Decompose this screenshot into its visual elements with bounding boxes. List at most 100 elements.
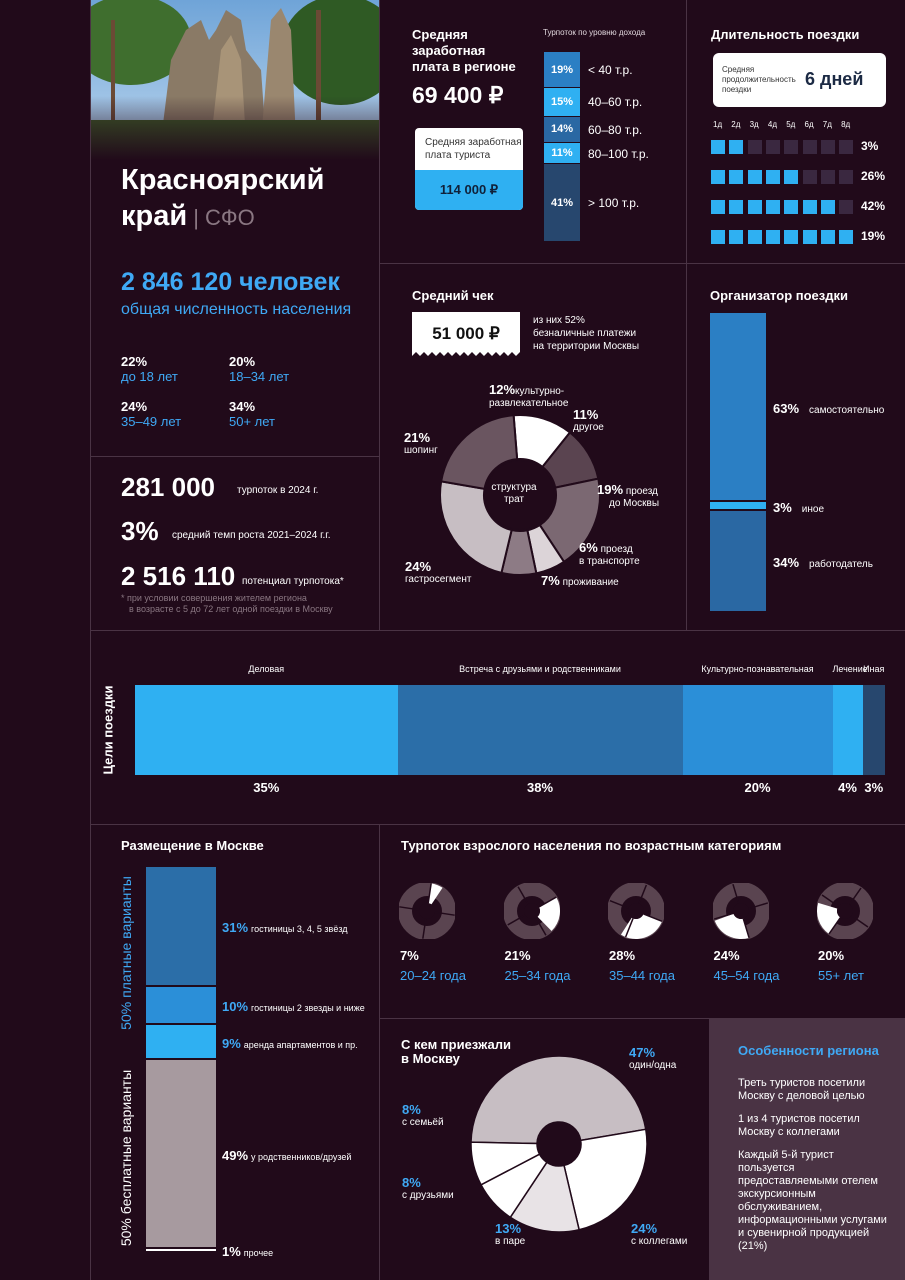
day-cell	[784, 200, 799, 214]
lodging-labels: 31% гостиницы 3, 4, 5 звёзд 10% гостиницы 2…	[222, 867, 377, 1259]
lodging-label: 10% гостиницы 2 звезды и ниже	[222, 998, 365, 1016]
age-flow-label: 55+ лет	[818, 968, 865, 983]
comp-label-alone: 47% один/одна	[629, 1045, 677, 1071]
age-pct: 34%	[229, 399, 256, 414]
lodging-label: 9% аренда апартаментов и пр.	[222, 1035, 358, 1053]
organizer-pct: 63%	[773, 400, 800, 416]
avg-label-line2: продолжительность	[722, 75, 796, 84]
goal-pct: 4%	[838, 780, 857, 795]
duration-title: Длительность поездки	[711, 27, 860, 42]
age-flow-pct: 7%	[400, 948, 419, 963]
comp-label-friends: 8% с друзьями	[402, 1175, 454, 1201]
age-flow-title: Турпоток взрослого населения по возрастн…	[401, 838, 782, 853]
companions-donut	[470, 1055, 648, 1233]
check-label-transport: 6% проезд в транспорте	[579, 540, 640, 567]
region-name-line2: край	[121, 200, 188, 232]
footnote-line2: в возрасте с 5 до 72 лет одной поездки в…	[129, 604, 333, 615]
income-segment: 19%	[544, 52, 580, 88]
age-label: до 18 лет	[121, 369, 178, 384]
day-cell	[802, 170, 817, 184]
divider-h1	[380, 263, 905, 264]
age-flow-pct: 28%	[609, 948, 636, 963]
income-bars: 19% 15% 14% 11% 41%	[544, 52, 580, 242]
day-cell	[747, 140, 762, 154]
tourist-salary-value: 114 000 ₽	[415, 170, 523, 210]
growth-value: 3%	[121, 516, 159, 546]
comp-label-family: 8% с семьёй	[402, 1102, 444, 1128]
organizer-name: иное	[801, 503, 825, 515]
goal-segment	[135, 685, 398, 775]
age-flow-label: 20–24 года	[400, 968, 466, 983]
day-cell	[784, 230, 799, 244]
goal-name: Культурно-познавательная	[701, 664, 814, 674]
age-flow-label: 45–54 года	[713, 968, 780, 983]
lodging-name: гостиницы 2 звезды и ниже	[251, 1002, 365, 1013]
divider-h4	[90, 824, 905, 825]
lodging-segment	[146, 986, 216, 1024]
population-label: общая численность населения	[121, 301, 352, 318]
lodging-name: аренда апартаментов и пр.	[243, 1039, 358, 1050]
day-label: 8д	[841, 120, 851, 129]
lodging-pct: 10%	[222, 998, 249, 1014]
turnover-label: турпоток в 2024 г.	[237, 485, 319, 496]
goal-pct: 38%	[526, 780, 554, 795]
feature-item: Треть туристов посетили Москву с деловой…	[738, 1077, 866, 1102]
day-cell	[784, 140, 799, 154]
day-label: 5д	[786, 120, 796, 129]
left-border	[90, 0, 91, 1280]
day-cell	[820, 170, 835, 184]
features-panel: Особенности региона Треть туристов посет…	[709, 1019, 905, 1280]
income-label: < 40 т.р.	[588, 63, 633, 78]
divider-h2	[90, 456, 380, 457]
organizer-pct: 34%	[773, 555, 800, 570]
age-mini-donut	[503, 883, 560, 939]
goals-pcts: 35% 38% 20% 4% 3%	[135, 780, 885, 798]
check-label-other: 11% другое	[573, 407, 604, 433]
divider-v3	[379, 824, 380, 1280]
day-cell	[802, 230, 817, 244]
spending-slice	[439, 480, 513, 575]
lodging-name: прочее	[243, 1248, 274, 1259]
check-label-lodging: 7% проживание	[541, 573, 619, 588]
day-cell	[711, 230, 725, 244]
check-label-shopping: 21% шопинг	[404, 430, 438, 456]
duration-pct: 19%	[861, 229, 886, 243]
day-cell	[820, 230, 835, 244]
salary-title-line3: плата в регионе	[412, 59, 516, 74]
day-cell	[839, 200, 854, 214]
goal-pct: 35%	[253, 780, 280, 795]
check-note-line1: из них 52%	[533, 315, 585, 326]
divider-h5	[380, 1018, 905, 1019]
check-note-line2: безналичные платежи	[533, 328, 637, 339]
salary-title-line1: Средняя	[412, 27, 468, 42]
goal-name: Лечение	[832, 664, 868, 674]
day-cell	[765, 140, 780, 154]
goal-pct: 20%	[744, 780, 771, 795]
lodging-paid-label: 50% платные варианты	[118, 876, 134, 1030]
goal-segment	[397, 685, 683, 775]
avg-label-line1: Средняя	[722, 65, 755, 74]
age-flow-pct: 24%	[713, 948, 740, 963]
lodging-label: 1% прочее	[222, 1243, 273, 1261]
tourist-salary-label-line1: Средняя заработная	[425, 137, 522, 148]
duration-card: Средняя продолжительность поездки 6 дней	[713, 53, 886, 107]
spending-donut	[439, 414, 601, 576]
lodging-segment	[146, 1025, 216, 1058]
comp-label-couple: 13% в паре	[495, 1221, 526, 1247]
avg-label-line3: поездки	[722, 85, 752, 94]
organizer-bar	[710, 313, 766, 613]
tourist-salary-label-line2: плата туриста	[425, 150, 491, 161]
avg-value: 6 дней	[805, 69, 864, 89]
feature-item: 1 из 4 туристов посетил Москву с коллега…	[738, 1113, 860, 1138]
lodging-pct: 9%	[222, 1035, 241, 1051]
day-cell	[747, 200, 762, 214]
day-label: 6д	[804, 120, 814, 129]
companions-hole	[537, 1122, 581, 1166]
age-flow-pct: 20%	[818, 948, 845, 963]
goals-names: Деловая Встреча с друзьями и родственника…	[135, 664, 885, 680]
check-title: Средний чек	[412, 288, 494, 303]
goals-bar	[135, 685, 885, 775]
divider-v1	[379, 0, 380, 630]
day-label: 2д	[731, 120, 741, 129]
day-cell	[820, 140, 835, 154]
